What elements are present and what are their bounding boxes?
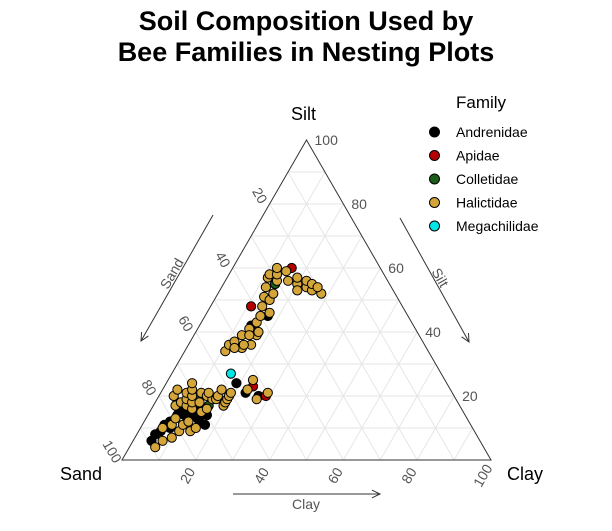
data-point-halictidae: [264, 307, 275, 318]
data-point-halictidae: [292, 285, 303, 296]
series-halictidae: [150, 262, 327, 453]
data-point-halictidae: [157, 435, 168, 446]
legend-marker: [429, 150, 440, 161]
data-point-halictidae: [187, 378, 198, 389]
axis-arrow-clay: [233, 489, 382, 499]
data-point-halictidae: [247, 374, 259, 386]
legend-entry-apidae: Apidae: [429, 148, 500, 164]
legend-label: Andrenidae: [456, 124, 528, 140]
data-point-halictidae: [170, 413, 181, 424]
legend-marker: [429, 220, 440, 232]
data-point-halictidae: [229, 342, 240, 354]
grid-lines: [140, 171, 473, 461]
legend-label: Apidae: [456, 148, 500, 164]
data-point-halictidae: [312, 282, 323, 293]
data-point-halictidae: [271, 262, 283, 274]
chart-title-line-2: Bee Families in Nesting Plots: [117, 37, 495, 67]
data-points: [146, 262, 327, 453]
data-point-halictidae: [292, 272, 303, 283]
triangle-frame: [121, 138, 492, 461]
tick-label-sand: 60: [175, 313, 197, 335]
corner-label-clay: Clay: [507, 464, 543, 484]
legend: Family Andrenidae Apidae Colletidae Halicti…: [429, 93, 539, 234]
legend-entry-halictidae: Halictidae: [429, 195, 518, 211]
tick-label-silt: 40: [425, 324, 441, 340]
tick-label-silt: 100: [315, 132, 339, 148]
axis-arrow-label-clay: Clay: [292, 496, 320, 512]
data-point-halictidae: [253, 326, 264, 338]
data-point-halictidae: [281, 266, 292, 277]
data-point-apidae: [246, 301, 257, 312]
data-point-halictidae: [157, 422, 168, 434]
grid-line: [416, 395, 455, 461]
tick-label-clay: 40: [250, 465, 272, 487]
tick-label-sand: 80: [138, 377, 160, 399]
data-point-halictidae: [244, 330, 255, 341]
grid-line: [287, 171, 455, 461]
legend-label: Halictidae: [456, 195, 518, 211]
tick-label-silt: 80: [351, 196, 367, 212]
data-point-halictidae: [166, 432, 177, 443]
series-megachilidae: [225, 368, 236, 379]
data-point-halictidae: [260, 282, 271, 293]
data-point-halictidae: [203, 387, 214, 398]
data-point-halictidae: [201, 403, 212, 414]
grid-line: [306, 299, 400, 461]
legend-entry-megachilidae: Megachilidae: [429, 218, 539, 234]
axis-arrow-silt: [399, 217, 470, 344]
data-point-halictidae: [262, 387, 273, 398]
data-point-halictidae: [268, 288, 279, 299]
grid-line: [379, 363, 437, 461]
legend-marker: [429, 126, 440, 138]
legend-entry-colletidae: Colletidae: [429, 171, 518, 187]
legend-label: Colletidae: [456, 171, 518, 187]
data-point-halictidae: [194, 397, 205, 408]
grid-line: [232, 235, 363, 461]
data-point-megachilidae: [225, 368, 236, 379]
tick-label-silt: 20: [462, 388, 478, 404]
corner-label-sand: Sand: [60, 464, 102, 484]
legend-entry-andrenidae: Andrenidae: [429, 124, 528, 140]
axis-arrow-sand: [140, 214, 214, 342]
tick-label-sand: 100: [100, 437, 126, 465]
data-point-halictidae: [242, 384, 253, 395]
tick-label-clay: 100: [470, 461, 496, 489]
data-point-andrenidae: [199, 419, 211, 430]
tick-label-sand: 40: [212, 249, 234, 271]
legend-title: Family: [456, 93, 507, 112]
data-point-halictidae: [251, 394, 262, 405]
data-point-andrenidae: [231, 378, 242, 389]
chart-title-line-1: Soil Composition Used by: [138, 6, 474, 36]
legend-marker: [429, 173, 440, 185]
legend-marker: [429, 197, 440, 208]
tick-label-sand: 20: [249, 185, 271, 207]
data-point-halictidae: [225, 387, 236, 398]
legend-label: Megachilidae: [456, 218, 539, 234]
data-point-halictidae: [216, 384, 227, 395]
tick-label-clay: 80: [398, 465, 420, 487]
axis-arrow-label-silt: Silt: [429, 265, 453, 290]
data-point-halictidae: [283, 275, 294, 286]
grid-line: [342, 331, 418, 461]
data-point-halictidae: [150, 442, 161, 453]
grid-line: [453, 427, 473, 461]
data-point-halictidae: [183, 416, 194, 427]
axis-arrow-label-sand: Sand: [157, 255, 187, 291]
data-point-halictidae: [255, 310, 266, 322]
data-point-halictidae: [257, 301, 268, 312]
axis-arrows: [140, 214, 470, 499]
data-point-halictidae: [190, 422, 201, 434]
tick-label-silt: 60: [388, 260, 404, 276]
data-point-halictidae: [238, 339, 249, 350]
chart-title: Soil Composition Used by Bee Families in…: [0, 6, 612, 68]
corner-label-silt: Silt: [291, 104, 316, 124]
grid-line: [213, 299, 307, 461]
tick-label-clay: 60: [324, 465, 346, 487]
data-point-halictidae: [172, 384, 183, 395]
tick-label-clay: 20: [177, 465, 199, 487]
